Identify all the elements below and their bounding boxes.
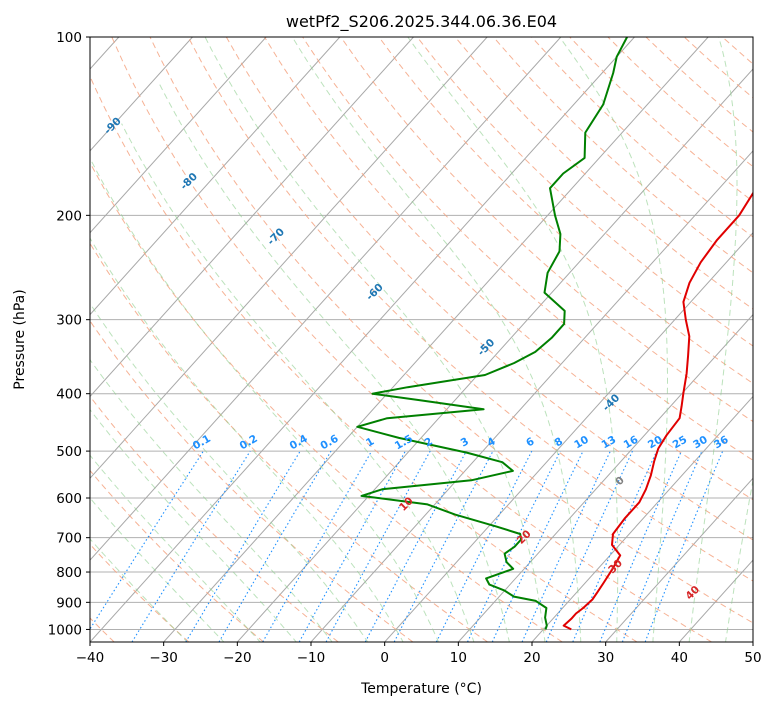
x-axis-label: Temperature (°C) <box>360 681 482 697</box>
dewpoint-trace <box>356 37 628 630</box>
moist-adiabat <box>688 37 738 642</box>
mixing-ratio-line <box>644 450 724 642</box>
isotherm-line <box>90 37 341 316</box>
x-tick-label: −20 <box>223 650 252 666</box>
x-tick-label: 10 <box>450 650 467 666</box>
dry-adiabat <box>90 543 190 642</box>
y-tick-label: 900 <box>56 595 82 611</box>
moist-adiabat <box>559 37 668 642</box>
dry-adiabat <box>416 37 753 347</box>
x-tick-label: −10 <box>297 650 326 666</box>
moist-adiabat <box>291 37 582 642</box>
y-tick-label: 400 <box>56 387 82 403</box>
dry-adiabat <box>90 161 563 642</box>
mixing-ratio-line <box>545 450 633 642</box>
x-tick-label: 40 <box>671 650 688 666</box>
moist-adiabat <box>407 37 619 642</box>
isotherm-line <box>90 37 562 561</box>
mixing-ratio-line <box>572 450 658 642</box>
x-tick-label: −40 <box>76 650 105 666</box>
isotherm-line <box>236 68 753 642</box>
isotherm-line <box>531 395 753 642</box>
isotherm-line <box>310 150 753 642</box>
moist-adiabat <box>725 477 753 642</box>
moist-adiabat <box>90 302 369 642</box>
mixing-ratio-line <box>298 450 406 642</box>
y-tick-label: 300 <box>56 313 82 329</box>
x-tick-label: −30 <box>149 650 178 666</box>
x-tick-label: 50 <box>744 650 761 666</box>
chart-title: wetPf2_S206.2025.344.06.36.E04 <box>286 12 557 32</box>
dry-adiabat <box>149 37 753 624</box>
y-tick-label: 600 <box>56 491 82 507</box>
moist-adiabat <box>90 237 404 642</box>
x-axis: −40 −30 −20 −10 0 10 20 30 40 50 <box>76 642 762 666</box>
temperature-trace <box>562 191 753 631</box>
sounding-traces <box>356 37 753 631</box>
background-lines <box>90 37 753 642</box>
isotherm-line <box>90 37 193 152</box>
y-tick-label: 700 <box>56 531 82 547</box>
isotherm-line <box>384 231 753 642</box>
dry-adiabat <box>454 37 753 310</box>
mixing-ratio-line <box>90 450 204 630</box>
moist-adiabat <box>90 358 333 642</box>
y-tick-label: 200 <box>56 208 82 224</box>
mixing-ratio-line <box>621 450 703 642</box>
y-axis-label: Pressure (hPa) <box>12 289 28 389</box>
moist-adiabat <box>90 157 440 642</box>
x-tick-label: 30 <box>597 650 614 666</box>
isotherm-line <box>457 313 753 642</box>
mixing-ratio-line <box>435 450 533 642</box>
plot-frame <box>89 36 754 643</box>
x-tick-label: 0 <box>380 650 389 666</box>
isotherm-line <box>605 477 753 642</box>
y-tick-label: 800 <box>56 565 82 581</box>
mixing-ratio-line <box>325 450 431 642</box>
moist-adiabat <box>90 497 225 642</box>
isotherm-line <box>163 37 709 642</box>
moist-adiabat <box>90 538 189 642</box>
moist-adiabat <box>121 123 475 642</box>
mixing-ratio-line <box>364 450 467 642</box>
dry-adiabat <box>90 469 264 642</box>
moist-adiabat <box>158 83 510 642</box>
y-tick-label: 1000 <box>48 622 82 638</box>
dry-adiabat <box>111 37 712 642</box>
isotherm-line <box>90 37 267 234</box>
y-axis: 100 200 300 400 500 600 700 800 900 1000 <box>48 30 90 638</box>
isotherm-line <box>90 37 488 480</box>
moist-adiabat <box>90 408 297 642</box>
dry-adiabat <box>90 320 414 642</box>
isotherm-line <box>90 37 635 642</box>
y-tick-label: 500 <box>56 444 82 460</box>
isotherm-line <box>90 37 414 398</box>
moist-adiabat <box>204 37 546 642</box>
dry-adiabat <box>90 395 339 642</box>
y-tick-label: 100 <box>56 30 82 46</box>
mixing-ratio-line <box>131 450 251 642</box>
mixing-ratio-line <box>599 450 682 642</box>
x-tick-label: 20 <box>523 650 540 666</box>
dry-adiabat <box>90 242 488 642</box>
